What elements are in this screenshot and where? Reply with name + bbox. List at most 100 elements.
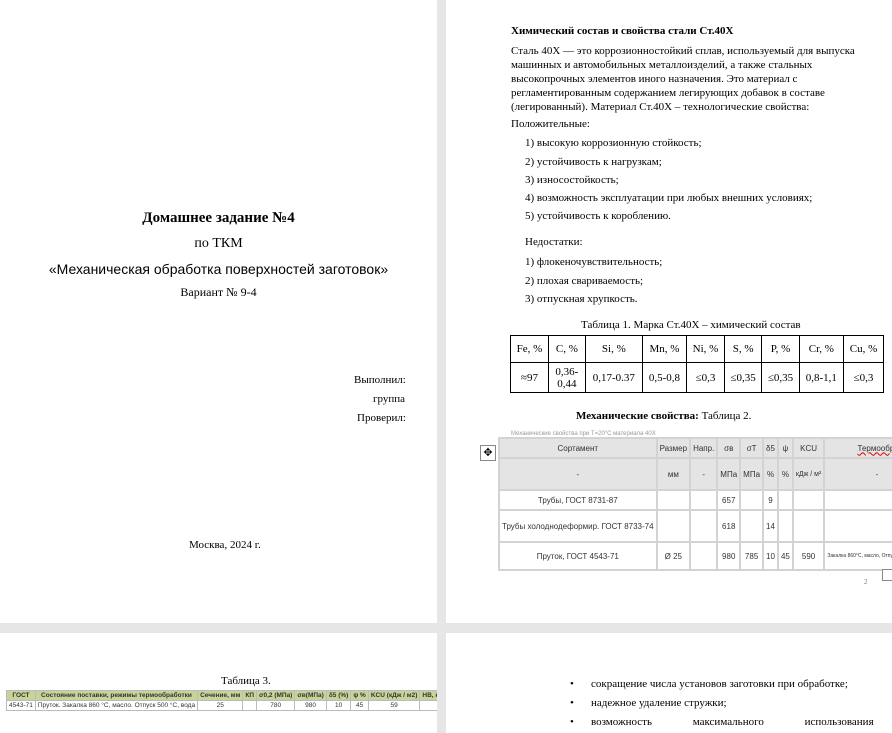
table3-caption: Таблица 3. bbox=[221, 675, 271, 687]
cell: Пруток. Закалка 860 °С, масло. Отпуск 50… bbox=[34, 700, 199, 711]
cell: ≤0,35 bbox=[761, 362, 800, 393]
cell bbox=[741, 491, 763, 509]
cell: σT bbox=[741, 439, 763, 457]
cell: Ni, % bbox=[686, 335, 725, 363]
cell: КП bbox=[242, 690, 258, 701]
table-header-row: ГОСТ Состояние поставки, режимы термообра… bbox=[6, 690, 437, 701]
cell: Si, % bbox=[584, 335, 643, 363]
cell: δ5 (%) bbox=[325, 690, 352, 701]
cell: 980 bbox=[718, 543, 740, 569]
cell: ≤0,3 bbox=[842, 362, 885, 393]
cell: - bbox=[825, 459, 892, 489]
cell bbox=[657, 511, 690, 541]
cell: 618 bbox=[718, 511, 740, 541]
list-item: 1) флокеночувствительность; bbox=[525, 256, 663, 268]
cell: Cr, % bbox=[798, 335, 844, 363]
cell: Ø 25 bbox=[657, 543, 690, 569]
city-year: Москва, 2024 г. bbox=[189, 539, 261, 551]
cell: Сечение, мм bbox=[197, 690, 244, 701]
checked-label: Проверил: bbox=[357, 412, 406, 424]
section-heading: Химический состав и свойства стали Ст.40… bbox=[511, 25, 734, 37]
cell: % bbox=[764, 459, 777, 489]
page-1: Домашнее задание №4 по ТКМ «Механическая… bbox=[0, 0, 437, 623]
cell: ψ % bbox=[350, 690, 369, 701]
cell: σв(МПа) bbox=[294, 690, 327, 701]
topic: «Механическая обработка поверхностей заг… bbox=[48, 261, 389, 277]
cell: МПа bbox=[718, 459, 740, 489]
cell: Fe, % bbox=[510, 335, 549, 363]
table1-caption: Таблица 1. Марка Ст.40Х – химический сос… bbox=[581, 319, 801, 331]
cell bbox=[419, 700, 437, 711]
table-row: 4543-71 Пруток. Закалка 860 °С, масло. От… bbox=[6, 700, 437, 711]
intro-paragraph: Сталь 40Х — это коррозионностойкий сплав… bbox=[511, 45, 855, 113]
list-item: 3) износостойкость; bbox=[525, 174, 619, 186]
cell: ≤0,35 bbox=[723, 362, 763, 393]
cell: σ0,2 (МПа) bbox=[256, 690, 296, 701]
cell: P, % bbox=[761, 335, 800, 363]
group-label: группа bbox=[373, 393, 406, 405]
cell: HB, не более bbox=[419, 690, 437, 701]
cell bbox=[242, 700, 258, 711]
positives-label: Положительные: bbox=[511, 118, 590, 130]
table-row: ≈97 0,36-0,44 0,17-0.37 0,5-0,8 ≤0,3 ≤0,35 ≤0,… bbox=[510, 362, 885, 393]
cell: Mn, % bbox=[641, 335, 688, 363]
list-item: 5) устойчивость к короблению. bbox=[525, 210, 671, 222]
variant: Вариант № 9-4 bbox=[180, 285, 257, 299]
cell: Cu, % bbox=[842, 335, 885, 363]
cell: ГОСТ bbox=[6, 690, 36, 701]
list-item: сокращение числа установов заготовки при… bbox=[591, 678, 848, 690]
cell bbox=[825, 511, 892, 541]
chemical-table: Fe, % C, % Si, % Mn, % Ni, % S, % P, % Cr, % Cu,… bbox=[510, 335, 885, 393]
page-3: Таблица 3. ГОСТ Состояние поставки, режим… bbox=[0, 633, 437, 733]
cell: ≈97 bbox=[510, 362, 549, 393]
cell: Состояние поставки, режимы термообработк… bbox=[34, 690, 199, 701]
cell: Напр. bbox=[691, 439, 717, 457]
page-2: Химический состав и свойства стали Ст.40… bbox=[446, 0, 892, 623]
cell bbox=[691, 511, 717, 541]
table3: ГОСТ Состояние поставки, режимы термообра… bbox=[6, 690, 437, 711]
table-row: Трубы холоднодеформир. ГОСТ 8733-74 618 14 bbox=[500, 511, 892, 541]
cell: Пруток, ГОСТ 4543-71 bbox=[500, 543, 656, 569]
cell bbox=[691, 543, 717, 569]
cell: Трубы холоднодеформир. ГОСТ 8733-74 bbox=[500, 511, 656, 541]
cell: 10 bbox=[764, 543, 777, 569]
list-item: 1) высокую коррозионную стойкость; bbox=[525, 137, 702, 149]
list-item: 2) плохая свариваемость; bbox=[525, 275, 644, 287]
cell: 9 bbox=[764, 491, 777, 509]
cell: σв bbox=[718, 439, 740, 457]
table-resize-handle[interactable] bbox=[882, 569, 892, 581]
cell: S, % bbox=[723, 335, 763, 363]
cell: ≤0,3 bbox=[686, 362, 725, 393]
cell bbox=[691, 491, 717, 509]
cell: 25 bbox=[197, 700, 244, 711]
cell: 0,5-0,8 bbox=[641, 362, 688, 393]
cell bbox=[793, 511, 824, 541]
cell: 980 bbox=[294, 700, 327, 711]
cell bbox=[793, 491, 824, 509]
cell bbox=[778, 511, 792, 541]
list-item: возможность максимального использования bbox=[591, 716, 874, 728]
cell: Закалка 860°С, масло, Отпуск 500°С, вода bbox=[825, 543, 892, 569]
move-table-handle-icon[interactable]: ✥ bbox=[480, 445, 496, 461]
cell bbox=[741, 511, 763, 541]
cell: Размер bbox=[657, 439, 690, 457]
cell: мм bbox=[657, 459, 690, 489]
mech-heading: Механические свойства: bbox=[576, 410, 699, 422]
list-item: 4) возможность эксплуатации при любых вн… bbox=[525, 192, 813, 204]
cell: 657 bbox=[718, 491, 740, 509]
cell: KCU (кДж / м2) bbox=[367, 690, 421, 701]
cell: 45 bbox=[778, 543, 792, 569]
performed-label: Выполнил: bbox=[354, 374, 406, 386]
cell bbox=[778, 491, 792, 509]
table-units-row: - мм - МПа МПа%% кДж / м² - bbox=[500, 459, 892, 489]
cell: Термообр. bbox=[825, 439, 892, 457]
mech-heading-rest: Таблица 2. bbox=[698, 410, 752, 422]
table-row: Трубы, ГОСТ 8731-87 657 9 bbox=[500, 491, 892, 509]
mechanical-table: СортаментРазмерНапр.σвσTδ5ψKCUТермообр. … bbox=[498, 437, 892, 571]
cell: 59 bbox=[367, 700, 421, 711]
cell: KCU bbox=[793, 439, 824, 457]
cell bbox=[825, 491, 892, 509]
table-header-row: Fe, % C, % Si, % Mn, % Ni, % S, % P, % Cr, % Cu,… bbox=[510, 335, 885, 363]
cell: ψ bbox=[778, 439, 792, 457]
title: Домашнее задание №4 bbox=[142, 210, 295, 226]
